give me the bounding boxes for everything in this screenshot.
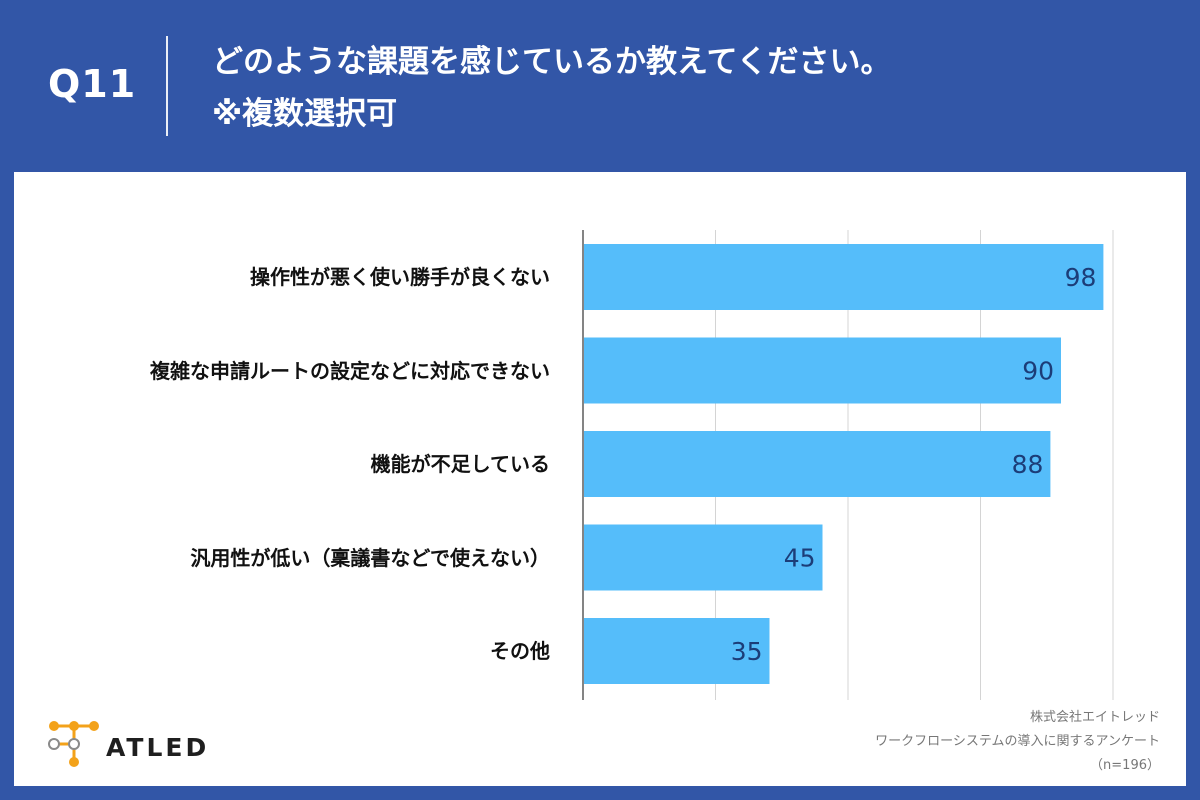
bar-value-label: 88 xyxy=(1012,450,1044,479)
bar-chart: 98 90 88 45 35 xyxy=(582,230,1114,700)
category-label: 操作性が悪く使い勝手が良くない xyxy=(250,265,550,289)
category-label: 汎用性が低い（稟議書などで使えない） xyxy=(190,545,550,570)
chart-panel: 98 90 88 45 35 操作性が悪く使い勝手が良くない複雑な申請ルートの設定などに… xyxy=(14,172,1186,786)
source-company: 株式会社エイトレッド xyxy=(1029,710,1160,725)
source-sample-size: （n=196） xyxy=(1090,758,1160,773)
bar-value-label: 98 xyxy=(1065,263,1097,292)
bar xyxy=(584,618,770,684)
bar xyxy=(584,244,1104,310)
source-survey: ワークフローシステムの導入に関するアンケート xyxy=(875,734,1160,749)
bar xyxy=(584,524,823,591)
question-header: Q11 どのような課題を感じているか教えてください。 ※複数選択可 xyxy=(0,0,1200,170)
bar xyxy=(584,431,1051,497)
bar-value-label: 45 xyxy=(784,544,816,573)
header-divider xyxy=(166,36,168,136)
atled-logo-text: ATLED xyxy=(106,733,210,762)
atled-logo-icon xyxy=(48,721,99,767)
question-title: どのような課題を感じているか教えてください。 ※複数選択可 xyxy=(212,36,892,140)
category-label: その他 xyxy=(490,639,550,663)
category-label: 複雑な申請ルートの設定などに対応できない xyxy=(150,358,550,383)
question-title-line2: ※複数選択可 xyxy=(212,96,398,132)
bar-value-label: 35 xyxy=(731,637,763,666)
bar xyxy=(584,337,1061,404)
category-label: 機能が不足している xyxy=(370,452,550,476)
question-number: Q11 xyxy=(48,62,137,106)
question-title-line1: どのような課題を感じているか教えてください。 xyxy=(212,44,892,80)
bar-value-label: 90 xyxy=(1022,357,1054,386)
